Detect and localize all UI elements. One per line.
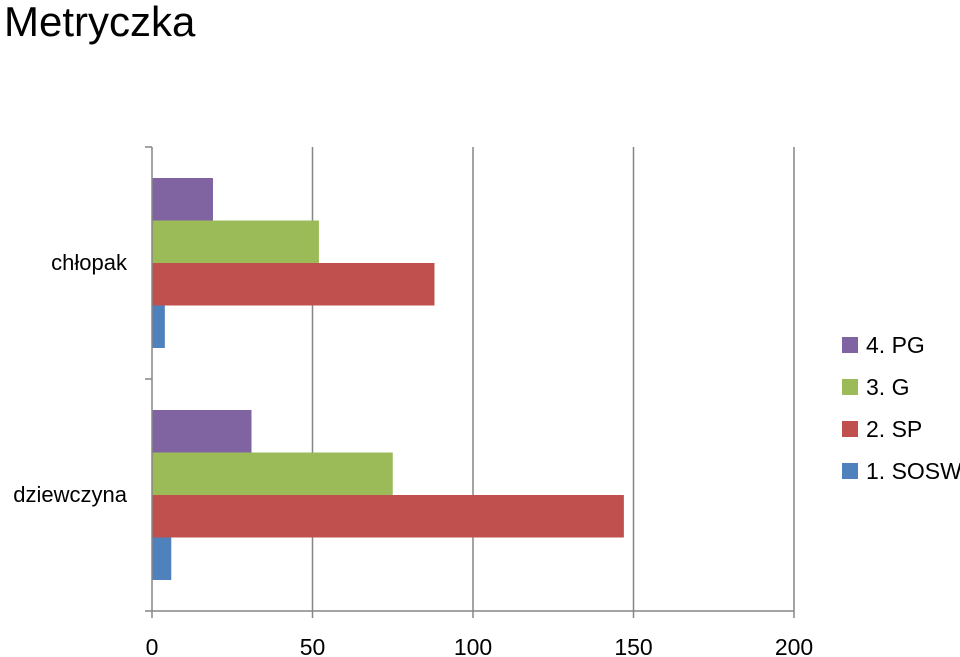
bar xyxy=(152,305,165,348)
legend-item: 3. G xyxy=(842,366,960,408)
x-tick-label: 50 xyxy=(300,634,326,657)
bar xyxy=(152,220,319,263)
legend-label: 3. G xyxy=(866,374,910,400)
legend-item: 4. PG xyxy=(842,324,960,366)
legend-swatch xyxy=(842,421,858,437)
legend-swatch xyxy=(842,379,858,395)
bar xyxy=(152,495,624,538)
chart-title: Metryczka xyxy=(4,0,196,45)
legend-swatch xyxy=(842,463,858,479)
bar xyxy=(152,178,213,221)
bar xyxy=(152,537,172,580)
legend-item: 1. SOSW xyxy=(842,450,960,492)
x-tick-label: 150 xyxy=(614,634,652,657)
legend-label: 4. PG xyxy=(866,332,925,358)
legend-label: 1. SOSW xyxy=(866,458,960,484)
legend-swatch xyxy=(842,337,858,353)
bar xyxy=(152,410,252,453)
legend: 4. PG 3. G 2. SP 1. SOSW xyxy=(842,324,960,492)
category-label: dziewczyna xyxy=(13,482,127,507)
legend-label: 2. SP xyxy=(866,416,923,442)
x-tick-label: 100 xyxy=(454,634,492,657)
legend-item: 2. SP xyxy=(842,408,960,450)
x-tick-label: 0 xyxy=(146,634,159,657)
x-tick-label: 200 xyxy=(775,634,813,657)
category-label: chłopak xyxy=(51,250,128,275)
bar xyxy=(152,263,435,306)
bar xyxy=(152,452,393,495)
